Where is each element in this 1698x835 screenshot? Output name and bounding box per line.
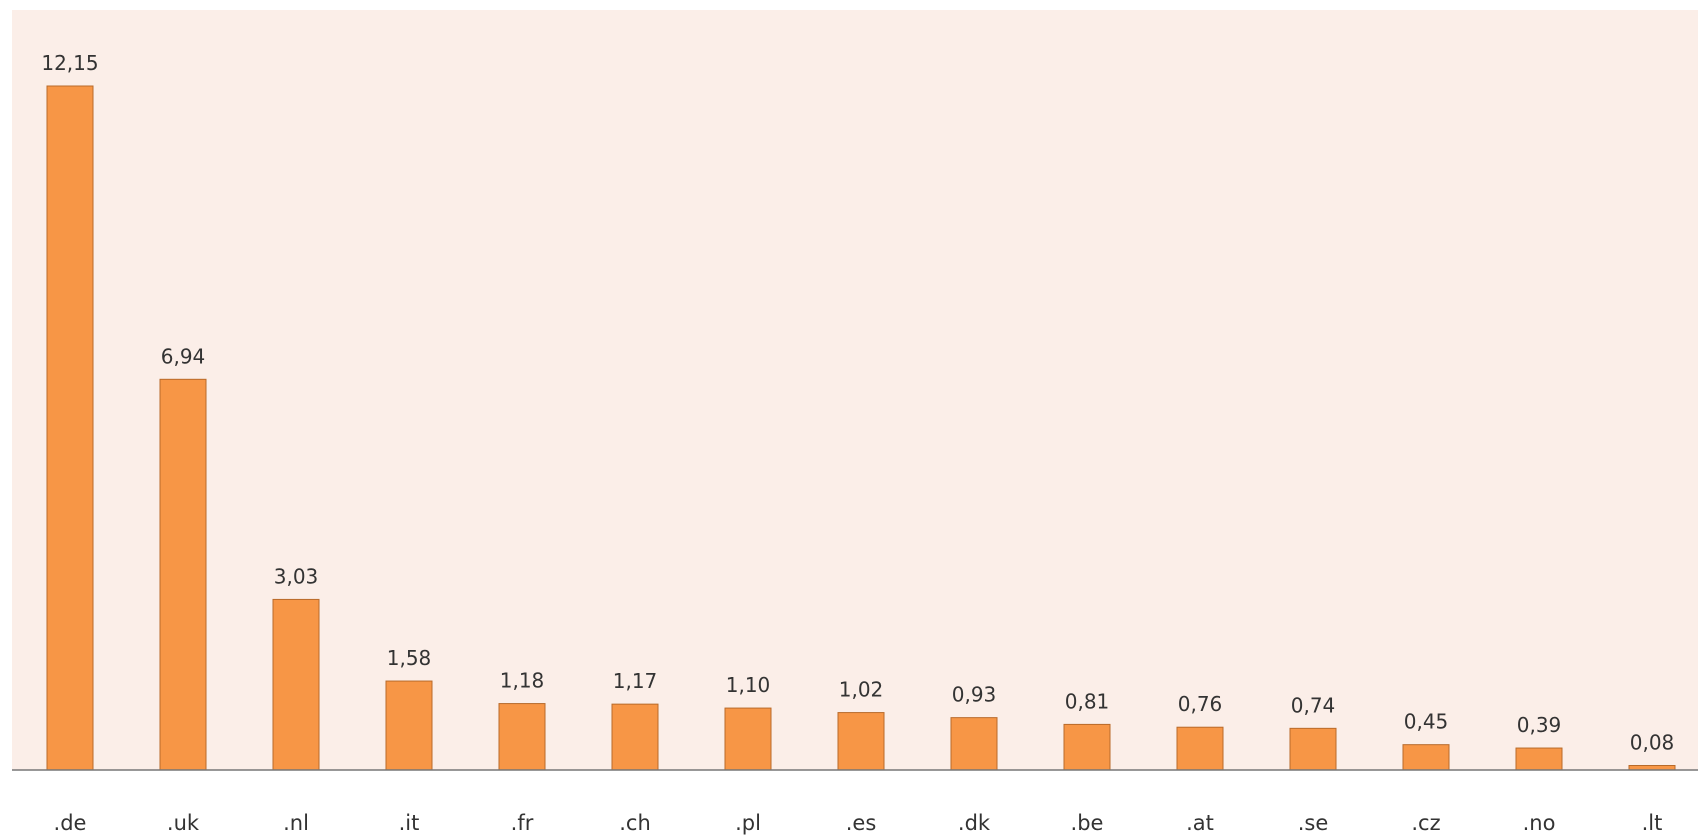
value-label-it: 1,58 [387,646,432,670]
value-label-pl: 1,10 [726,673,771,697]
bar-cz [1402,744,1450,771]
bar-be [1063,723,1111,771]
value-labels-group: 12,15 6,94 3,03 1,58 1,18 1,17 1,10 1,02 0,93 0,8… [41,51,1674,754]
value-label-dk: 0,93 [952,683,997,707]
bars-group [46,85,1676,771]
value-label-no: 0,39 [1517,713,1562,737]
bar-de [46,85,94,771]
value-label-at: 0,76 [1178,692,1223,716]
bar-at [1176,726,1224,771]
plot-area [12,10,1698,770]
bar-nl [272,598,320,771]
bar-es [837,712,885,771]
value-label-es: 1,02 [839,678,884,702]
x-tick-label-de: .de [54,811,87,835]
x-tick-label-es: .es [846,811,877,835]
value-label-be: 0,81 [1065,689,1110,713]
x-tick-label-at: .at [1186,811,1214,835]
value-label-de: 12,15 [41,51,98,75]
bar-se [1289,727,1337,771]
bar-pl [724,707,772,771]
bar-ch [611,703,659,771]
bar-dk [950,717,998,771]
x-tick-label-se: .se [1298,811,1329,835]
x-tick-label-cz: .cz [1411,811,1440,835]
bar-no [1515,747,1563,771]
value-label-lt: 0,08 [1630,730,1675,754]
x-tick-label-ch: .ch [619,811,651,835]
bar-fr [498,703,546,771]
x-tick-label-lt: .lt [1642,811,1663,835]
value-label-uk: 6,94 [161,344,206,368]
x-tick-label-fr: .fr [511,811,534,835]
value-label-se: 0,74 [1291,693,1336,717]
bar-it [385,680,433,771]
x-tick-label-it: .it [399,811,420,835]
x-tick-label-no: .no [1523,811,1556,835]
x-tick-label-pl: .pl [735,811,761,835]
bar-uk [159,378,207,771]
x-tick-label-be: .be [1071,811,1104,835]
x-tick-label-dk: .dk [958,811,991,835]
x-tick-labels-group: .de .uk .nl .it .fr .ch .pl .es .dk .be .at .se .cz.… [54,811,1663,835]
x-tick-label-nl: .nl [283,811,309,835]
value-label-nl: 3,03 [274,564,319,588]
value-label-ch: 1,17 [613,669,658,693]
x-tick-label-uk: .uk [167,811,200,835]
value-label-fr: 1,18 [500,669,545,693]
value-label-cz: 0,45 [1404,710,1449,734]
